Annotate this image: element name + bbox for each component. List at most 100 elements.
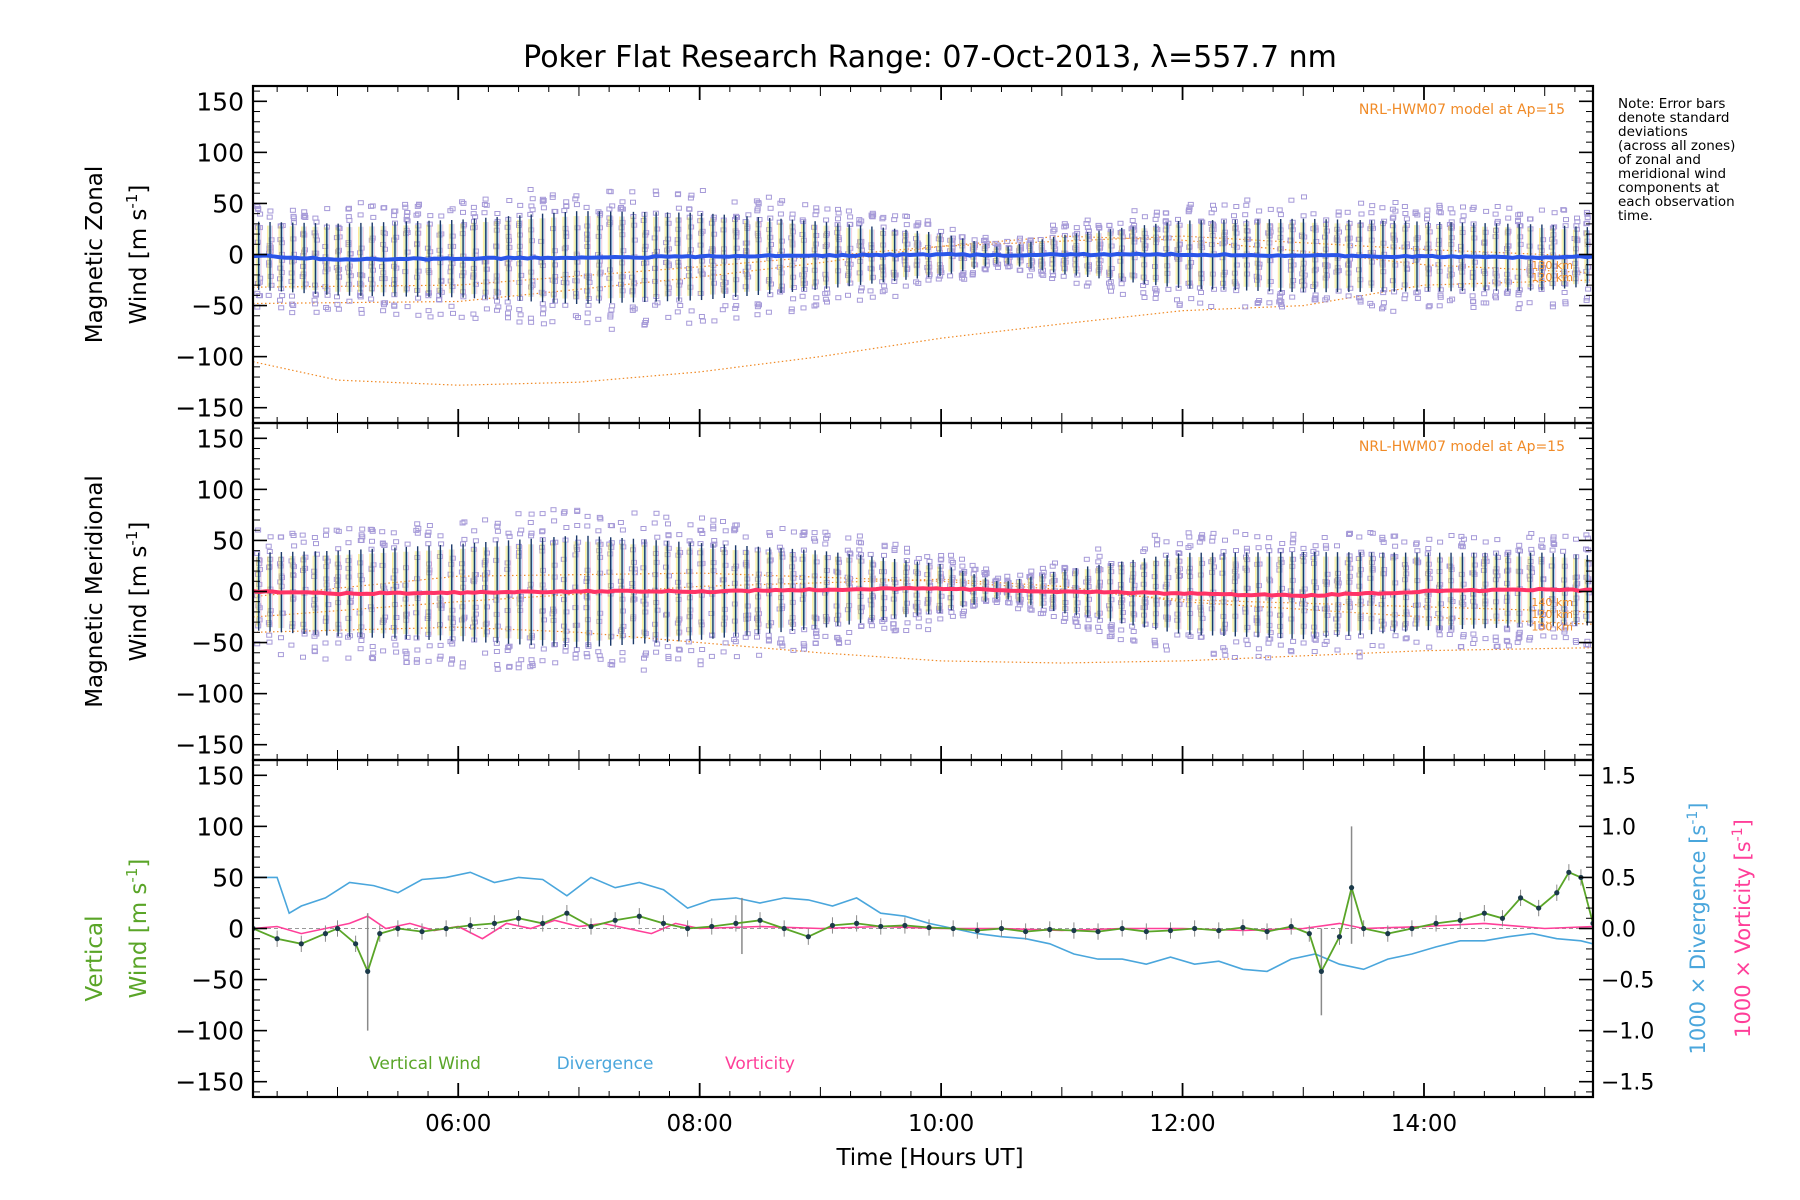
zone-wind-point [879,216,886,222]
zone-wind-point [505,310,511,316]
zone-wind-point [777,200,784,206]
zone-wind-point [925,618,932,624]
zone-wind-point [1233,548,1239,553]
zone-wind-point [1267,289,1274,295]
zone-wind-point [697,210,704,216]
zone-wind-point [1040,607,1047,613]
zone-wind-point [290,303,297,308]
zone-wind-point [607,312,614,318]
zone-wind-point [1448,533,1455,538]
zone-wind-point [629,189,636,195]
zone-wind-point [392,208,399,214]
zone-wind-point [1493,644,1500,650]
zone-wind-point [856,547,863,553]
zone-wind-point [881,552,887,558]
zone-wind-point [1528,531,1535,536]
y-tick-label: −150 [175,394,244,423]
zone-wind-point [358,532,365,538]
zone-wind-point [1040,272,1047,278]
zone-wind-point [1563,217,1569,223]
zone-wind-point [1356,654,1363,660]
zone-wind-point [1503,637,1510,643]
zone-wind-point [492,537,499,543]
zone-wind-point [561,509,568,515]
zone-wind-point [265,543,272,549]
zone-wind-point [368,655,375,661]
zone-wind-point [766,530,773,536]
zone-wind-point [1551,542,1558,547]
zone-wind-point [254,203,261,209]
zone-wind-point [528,533,535,539]
zone-wind-point [1390,533,1397,539]
zone-wind-point [824,299,830,305]
zone-wind-point [711,318,718,324]
zone-wind-point [733,522,740,528]
zone-wind-point [1460,204,1466,210]
zone-wind-point [1176,541,1183,547]
zone-wind-point [1424,207,1431,213]
zone-wind-point [1174,632,1181,638]
chart-title: Poker Flat Research Range: 07-Oct-2013, … [523,40,1337,75]
zone-wind-point [1255,545,1262,551]
y-tick-label: 0 [228,241,244,270]
zone-wind-point [403,216,410,222]
zone-wind-point [1153,291,1159,297]
model-altitude-label: 120 km [1531,271,1573,284]
zone-wind-point [1560,207,1567,213]
zone-wind-point [801,643,808,649]
zone-wind-point [1051,227,1058,233]
zone-wind-point [482,650,489,656]
zone-wind-point [1312,637,1319,643]
zone-wind-point [891,546,898,552]
zone-wind-point [924,554,931,560]
zone-wind-point [404,304,411,310]
zone-wind-point [539,658,546,664]
zone-wind-point [1334,647,1341,653]
zone-wind-point [800,530,807,535]
zone-wind-point [687,522,694,528]
zone-wind-point [1061,221,1068,227]
zone-wind-point [346,298,353,304]
zone-wind-point [427,314,434,320]
zone-wind-point [1154,542,1160,548]
zone-wind-point [1550,534,1557,540]
zone-wind-point [437,311,444,317]
y-axis-label-sup: -1 [123,531,141,546]
zone-wind-point [1471,636,1478,642]
zone-wind-point [1208,304,1215,309]
zone-wind-point [266,214,273,220]
zone-wind-point [1242,304,1249,310]
zone-wind-point [699,515,705,521]
zone-wind-point [1208,210,1215,216]
zone-wind-point [1163,647,1170,653]
zone-wind-point [505,305,512,311]
zone-wind-point [313,309,320,315]
zone-wind-point [629,304,636,310]
zone-wind-point [608,307,615,313]
zone-wind-point [391,635,398,641]
zone-wind-point [734,214,740,220]
zone-wind-point [1562,301,1569,307]
zone-wind-point [926,558,933,564]
zone-wind-point [867,551,874,557]
zone-wind-point [527,211,534,217]
zone-wind-point [902,283,909,289]
zone-wind-point [1312,292,1319,298]
zone-wind-point [1231,213,1237,219]
zone-wind-point [1584,547,1591,553]
zone-wind-point [552,660,559,666]
zone-wind-point [539,511,546,517]
zone-wind-point [481,202,488,207]
zone-wind-point [540,321,547,327]
zone-wind-point [324,306,331,312]
y-tick-label: −50 [191,629,244,658]
zone-wind-point [607,661,614,667]
zone-wind-point [822,633,829,639]
zone-wind-point [584,523,591,529]
zone-wind-point [733,654,740,660]
zone-wind-point [1028,568,1035,574]
zone-wind-point [1176,551,1183,556]
zone-wind-point [1288,197,1295,203]
zone-wind-point [438,541,445,547]
zone-wind-point [459,664,466,670]
